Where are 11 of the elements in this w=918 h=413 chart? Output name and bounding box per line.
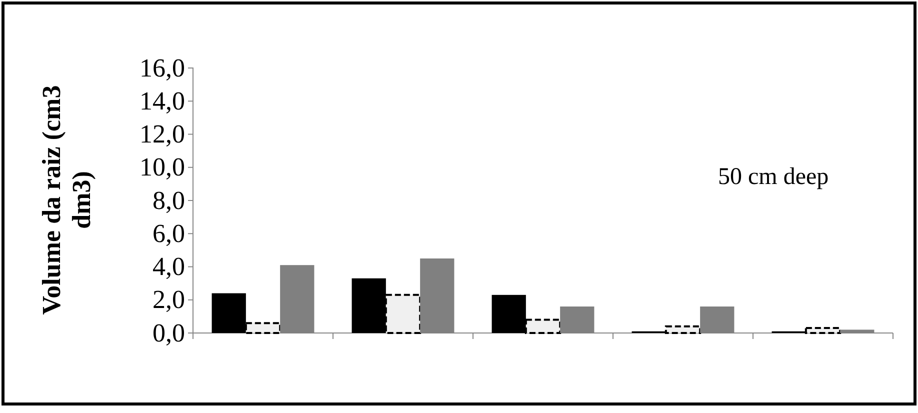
- y-tick-label: 0,0: [152, 318, 185, 348]
- y-tick-label: 4,0: [152, 252, 185, 282]
- y-tick-label: 14,0: [140, 86, 185, 116]
- y-tick-label: 16,0: [140, 53, 185, 82]
- y-tick-label: 2,0: [152, 285, 185, 314]
- y-tick-label: 8,0: [152, 186, 185, 215]
- y-tick-label: 10,0: [140, 152, 185, 182]
- y-axis-title: Volume da raiz (cm3 dm3): [37, 85, 96, 315]
- annotation: 50 cm deep: [718, 164, 829, 190]
- y-tick-label: 6,0: [152, 218, 185, 248]
- y-tick-label: 12,0: [140, 120, 185, 149]
